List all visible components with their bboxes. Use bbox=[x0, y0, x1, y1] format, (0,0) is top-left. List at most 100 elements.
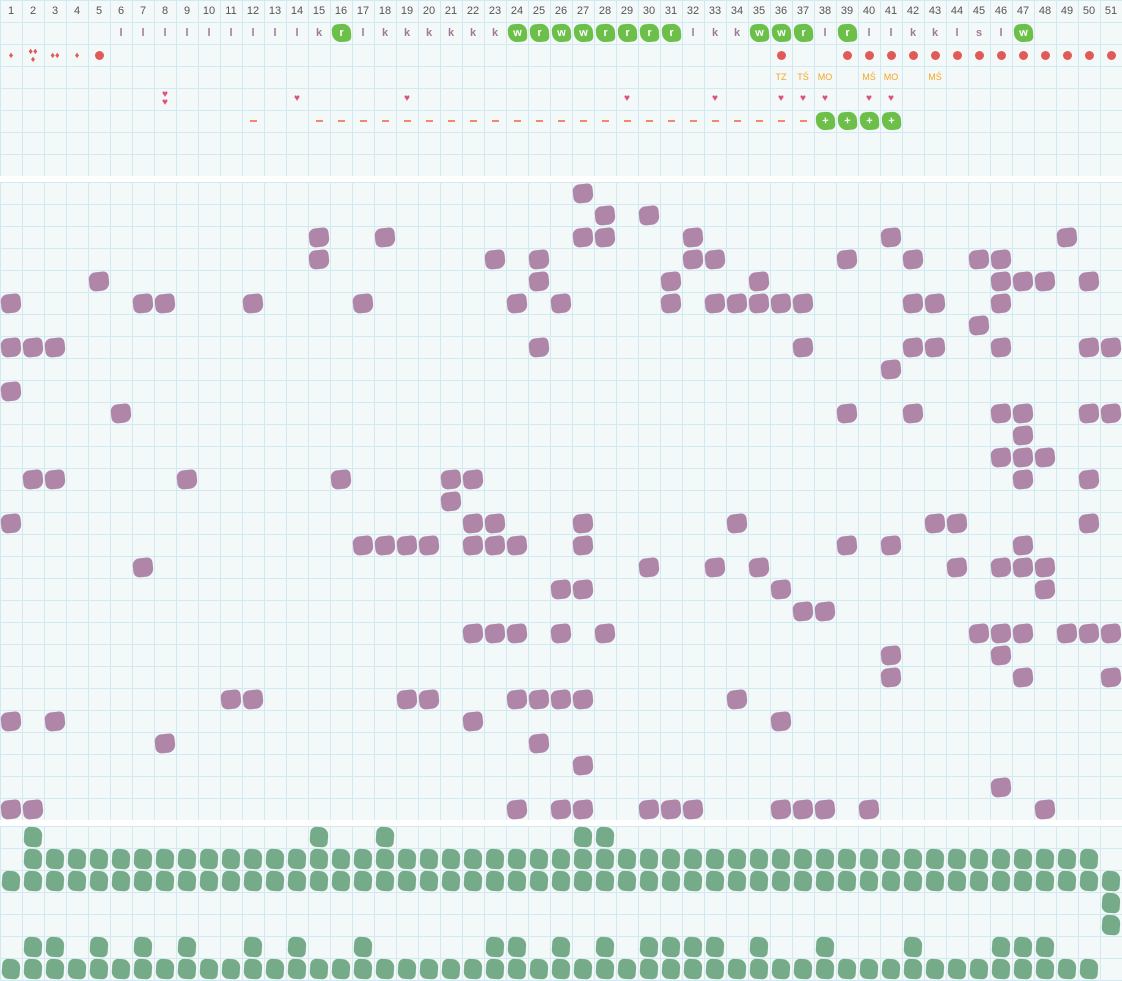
column-header[interactable]: 2 bbox=[22, 0, 44, 22]
purple-cell[interactable] bbox=[506, 622, 528, 644]
green-cell[interactable] bbox=[880, 870, 902, 892]
column-header[interactable]: 31 bbox=[660, 0, 682, 22]
purple-cell[interactable] bbox=[1056, 622, 1078, 644]
green-cell[interactable] bbox=[286, 936, 308, 958]
letter-cell[interactable]: l bbox=[132, 22, 154, 44]
green-cell[interactable] bbox=[946, 848, 968, 870]
column-header[interactable]: 6 bbox=[110, 0, 132, 22]
letter-cell[interactable]: r bbox=[330, 22, 352, 44]
purple-cell[interactable] bbox=[638, 556, 660, 578]
purple-cell[interactable] bbox=[880, 358, 902, 380]
purple-cell[interactable] bbox=[990, 270, 1012, 292]
green-cell[interactable] bbox=[396, 870, 418, 892]
green-cell[interactable] bbox=[726, 958, 748, 980]
purple-cell[interactable] bbox=[1012, 424, 1034, 446]
green-cell[interactable] bbox=[396, 848, 418, 870]
purple-cell[interactable] bbox=[396, 534, 418, 556]
purple-cell[interactable] bbox=[748, 292, 770, 314]
column-header[interactable]: 33 bbox=[704, 0, 726, 22]
green-cell[interactable] bbox=[770, 870, 792, 892]
column-header[interactable]: 34 bbox=[726, 0, 748, 22]
purple-cell[interactable] bbox=[220, 688, 242, 710]
letter-cell[interactable]: k bbox=[902, 22, 924, 44]
purple-cell[interactable] bbox=[0, 292, 22, 314]
purple-cell[interactable] bbox=[792, 600, 814, 622]
green-cell[interactable] bbox=[528, 848, 550, 870]
purple-cell[interactable] bbox=[1034, 556, 1056, 578]
letter-cell[interactable]: r bbox=[616, 22, 638, 44]
purple-cell[interactable] bbox=[1012, 468, 1034, 490]
purple-cell[interactable] bbox=[594, 204, 616, 226]
purple-cell[interactable] bbox=[770, 798, 792, 820]
letter-cell[interactable]: w bbox=[1012, 22, 1034, 44]
purple-cell[interactable] bbox=[902, 248, 924, 270]
purple-cell[interactable] bbox=[1078, 468, 1100, 490]
green-cell[interactable] bbox=[572, 826, 594, 848]
letter-cell[interactable]: k bbox=[374, 22, 396, 44]
green-cell[interactable] bbox=[660, 848, 682, 870]
green-cell[interactable] bbox=[418, 870, 440, 892]
purple-cell[interactable] bbox=[1100, 402, 1122, 424]
green-cell[interactable] bbox=[924, 870, 946, 892]
green-cell[interactable] bbox=[836, 870, 858, 892]
purple-cell[interactable] bbox=[550, 578, 572, 600]
column-header[interactable]: 20 bbox=[418, 0, 440, 22]
green-cell[interactable] bbox=[352, 958, 374, 980]
column-header[interactable]: 40 bbox=[858, 0, 880, 22]
green-cell[interactable] bbox=[858, 958, 880, 980]
column-header[interactable]: 23 bbox=[484, 0, 506, 22]
green-cell[interactable] bbox=[1034, 936, 1056, 958]
letter-cell[interactable]: k bbox=[484, 22, 506, 44]
green-cell[interactable] bbox=[924, 958, 946, 980]
letter-cell[interactable]: k bbox=[462, 22, 484, 44]
purple-cell[interactable] bbox=[682, 798, 704, 820]
letter-cell[interactable]: k bbox=[308, 22, 330, 44]
purple-cell[interactable] bbox=[110, 402, 132, 424]
letter-cell[interactable]: r bbox=[528, 22, 550, 44]
purple-cell[interactable] bbox=[550, 622, 572, 644]
green-cell[interactable] bbox=[352, 870, 374, 892]
letter-cell[interactable]: l bbox=[264, 22, 286, 44]
green-cell[interactable] bbox=[462, 870, 484, 892]
green-cell[interactable] bbox=[154, 870, 176, 892]
purple-cell[interactable] bbox=[1078, 270, 1100, 292]
purple-cell[interactable] bbox=[990, 336, 1012, 358]
purple-cell[interactable] bbox=[572, 798, 594, 820]
purple-cell[interactable] bbox=[462, 710, 484, 732]
green-cell[interactable] bbox=[506, 870, 528, 892]
purple-cell[interactable] bbox=[242, 292, 264, 314]
column-header[interactable]: 12 bbox=[242, 0, 264, 22]
green-cell[interactable] bbox=[1078, 958, 1100, 980]
green-cell[interactable] bbox=[814, 958, 836, 980]
purple-cell[interactable] bbox=[704, 248, 726, 270]
purple-cell[interactable] bbox=[0, 380, 22, 402]
column-header[interactable]: 25 bbox=[528, 0, 550, 22]
purple-cell[interactable] bbox=[704, 292, 726, 314]
purple-cell[interactable] bbox=[792, 336, 814, 358]
purple-cell[interactable] bbox=[374, 534, 396, 556]
letter-cell[interactable]: l bbox=[858, 22, 880, 44]
green-cell[interactable] bbox=[308, 826, 330, 848]
column-header[interactable]: 48 bbox=[1034, 0, 1056, 22]
purple-cell[interactable] bbox=[814, 798, 836, 820]
purple-cell[interactable] bbox=[1100, 622, 1122, 644]
column-header[interactable]: 43 bbox=[924, 0, 946, 22]
purple-cell[interactable] bbox=[836, 248, 858, 270]
purple-cell[interactable] bbox=[770, 710, 792, 732]
column-header[interactable]: 18 bbox=[374, 0, 396, 22]
green-cell[interactable] bbox=[924, 848, 946, 870]
green-cell[interactable] bbox=[220, 848, 242, 870]
purple-cell[interactable] bbox=[880, 644, 902, 666]
column-header[interactable]: 5 bbox=[88, 0, 110, 22]
letter-cell[interactable]: k bbox=[726, 22, 748, 44]
green-cell[interactable] bbox=[1012, 958, 1034, 980]
column-header[interactable]: 1 bbox=[0, 0, 22, 22]
purple-cell[interactable] bbox=[528, 732, 550, 754]
purple-cell[interactable] bbox=[946, 512, 968, 534]
green-cell[interactable] bbox=[418, 848, 440, 870]
green-cell[interactable] bbox=[814, 848, 836, 870]
purple-cell[interactable] bbox=[1100, 666, 1122, 688]
letter-cell[interactable]: w bbox=[770, 22, 792, 44]
purple-cell[interactable] bbox=[506, 798, 528, 820]
green-cell[interactable] bbox=[968, 870, 990, 892]
